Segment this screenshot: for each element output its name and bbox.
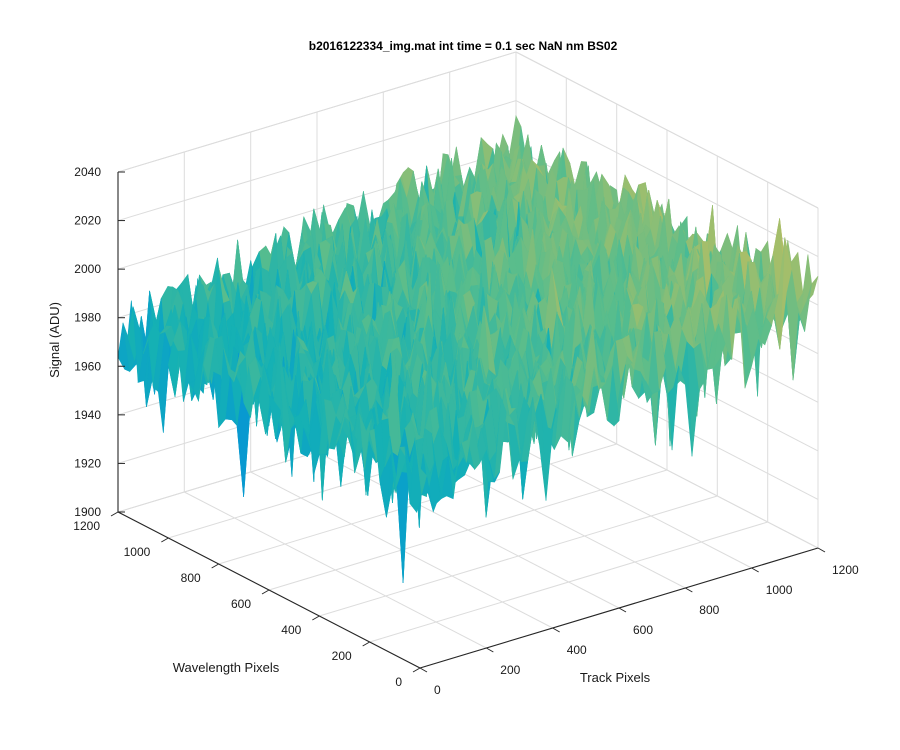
back-wall-grid-line — [117, 100, 517, 222]
y-tick — [261, 589, 270, 595]
y-tick-label: 400 — [281, 623, 301, 637]
floor-grid-line — [369, 521, 768, 643]
box-edge — [117, 51, 517, 173]
floor-grid-line — [268, 469, 668, 591]
x-tick — [817, 547, 826, 553]
data-surface — [117, 114, 819, 584]
x-tick-label: 1000 — [766, 583, 793, 597]
y-tick-label: 1000 — [124, 545, 151, 559]
y-tick — [362, 641, 370, 647]
z-tick-label: 2000 — [74, 262, 101, 276]
x-tick — [419, 667, 428, 673]
z-tick-label: 1940 — [74, 408, 101, 422]
x-tick-label: 1200 — [832, 563, 859, 577]
y-tick — [161, 537, 169, 543]
y-tick — [110, 511, 119, 517]
y-tick — [412, 667, 421, 673]
z-tick-label: 1900 — [74, 505, 101, 519]
tick-labels: 0 200 400 600 800 1000 1200 0 200 400 600 800 1000 12… — [73, 165, 859, 697]
axes — [110, 171, 826, 673]
surface-facet — [414, 437, 427, 495]
y-tick — [211, 563, 219, 569]
y-tick-label: 600 — [231, 597, 251, 611]
x-tick-label: 0 — [434, 683, 441, 697]
x-tick — [751, 567, 759, 573]
z-tick-label: 1960 — [74, 359, 101, 373]
y-tick-label: 800 — [181, 571, 201, 585]
x-axis-label: Track Pixels — [580, 670, 651, 685]
chart-title: b2016122334_img.mat int time = 0.1 sec N… — [309, 39, 618, 53]
x-tick — [486, 647, 494, 653]
y-tick — [312, 615, 320, 621]
side-wall-grid-line — [515, 100, 819, 258]
x-tick — [552, 627, 560, 633]
x-tick — [618, 607, 627, 613]
y-tick-label: 1200 — [73, 519, 100, 533]
box-edge — [515, 51, 819, 209]
y-axis-label: Wavelength Pixels — [173, 660, 280, 675]
z-axis-label: Signal (ADU) — [47, 302, 62, 378]
surface-facet — [396, 471, 409, 584]
y-tick-label: 0 — [395, 675, 402, 689]
x-tick-label: 800 — [699, 603, 719, 617]
x-tick-label: 400 — [567, 643, 587, 657]
y-tick-label: 200 — [332, 649, 352, 663]
x-tick-label: 200 — [500, 663, 520, 677]
x-tick-label: 600 — [633, 623, 653, 637]
z-tick-label: 2040 — [74, 165, 101, 179]
floor-grid-line — [319, 495, 718, 617]
z-tick-label: 2020 — [74, 214, 101, 228]
z-tick-label: 1920 — [74, 456, 101, 470]
x-tick — [685, 587, 693, 593]
z-tick-label: 1980 — [74, 311, 101, 325]
